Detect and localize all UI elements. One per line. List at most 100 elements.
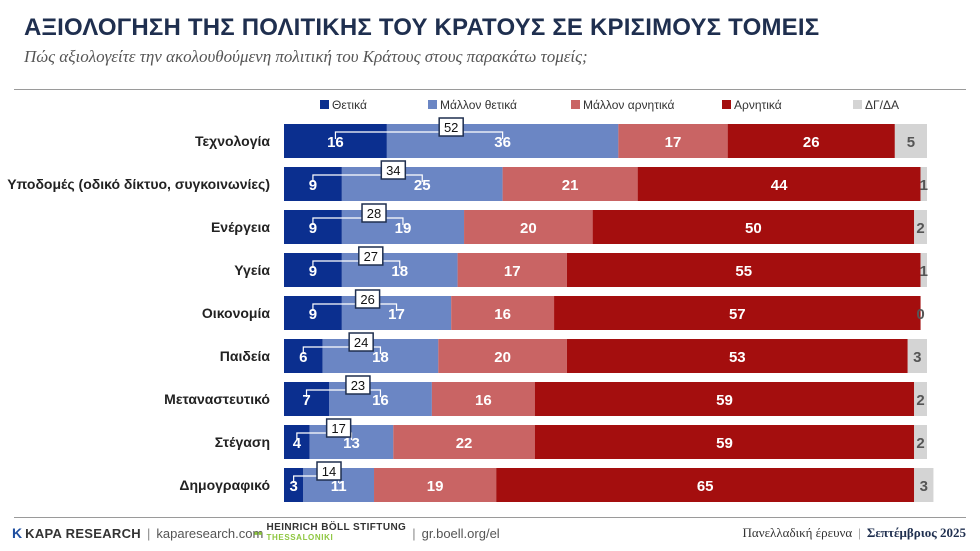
bar-segment [284,167,342,201]
boell-website-link[interactable]: gr.boell.org/el [421,525,500,541]
positive-total-bracket [312,260,401,268]
bar-segment [284,210,342,244]
positive-total-label: 17 [331,421,345,436]
bar-segment [534,425,915,459]
bar-segment [566,253,921,287]
bar-segment [341,167,503,201]
bar-segment [431,382,535,416]
data-label: 3 [913,349,921,366]
data-label: 53 [729,349,746,366]
positive-total-label: 27 [364,249,378,264]
data-label: 17 [504,263,521,280]
positive-total-label: 28 [367,206,381,221]
kapa-logo-icon: K [12,525,23,541]
category-label: Μεταναστευτικό [164,391,270,407]
data-label: 20 [520,220,537,237]
data-label: 3 [920,478,928,495]
positive-total-box [325,418,352,438]
data-label: 6 [299,349,307,366]
legend-swatch [722,100,731,109]
positive-total-box [345,375,371,395]
kapa-research-logo: K KAPA RESEARCH | kaparesearch.com [12,522,263,544]
data-label: 2 [916,435,924,452]
data-label: 1 [920,177,928,194]
data-label: 9 [309,220,317,237]
bar-segment [393,425,535,459]
legend-swatch [320,100,329,109]
bar-segment [284,339,323,373]
boell-foundation-logo: ▪▪ HEINRICH BÖLL STIFTUNG THESSALONIKI |… [254,522,500,544]
data-label: 36 [494,134,511,151]
top-divider [14,89,966,90]
bar-segment [309,425,394,459]
legend-swatch [571,100,580,109]
kapa-website-link[interactable]: kaparesearch.com [156,525,264,541]
data-label: 16 [327,134,344,151]
category-label: Υποδομές (οδικό δίκτυο, συγκοινωνίες) [7,176,270,192]
data-label: 18 [391,263,408,280]
positive-total-bracket [334,131,504,139]
bar-segment [920,253,927,287]
legend-label: ΔΓ/ΔΑ [865,98,899,112]
data-label: 9 [309,263,317,280]
data-label: 2 [916,220,924,237]
legend-swatch [428,100,437,109]
data-label: 57 [729,306,746,323]
chart-subtitle: Πώς αξιολογείτε την ακολουθούμενη πολιτι… [24,47,588,66]
boell-logo-icon: ▪▪ [254,526,263,540]
bar-segment [554,296,921,330]
category-label: Παιδεία [220,348,271,364]
bar-segment [914,425,927,459]
data-label: 65 [697,478,714,495]
data-label: 13 [343,435,360,452]
data-label: 26 [803,134,820,151]
positive-total-box [361,203,387,223]
kapa-logo-name: KAPA RESEARCH [25,525,141,541]
data-label: 16 [372,392,389,409]
data-label: 18 [372,349,389,366]
data-label: 16 [494,306,511,323]
data-label: 50 [745,220,762,237]
bar-segment [374,468,497,502]
data-label: 9 [309,177,317,194]
data-label: 21 [562,177,579,194]
bar-segment [438,339,567,373]
positive-total-label: 24 [354,335,368,350]
legend-label: Θετικά [332,98,367,112]
data-label: 4 [293,435,302,452]
positive-total-label: 14 [322,464,336,479]
footer-separator: | [412,525,416,541]
bar-segment [566,339,908,373]
positive-total-box [358,246,384,266]
data-label: 2 [916,392,924,409]
bar-segment [914,468,934,502]
category-label: Ενέργεια [211,219,270,235]
category-label: Οικονομία [202,305,270,321]
data-label: 0 [916,306,924,323]
bar-segment [284,253,342,287]
data-label: 3 [289,478,297,495]
bar-segment [592,210,915,244]
data-label: 17 [665,134,682,151]
bar-segment [618,124,728,158]
data-label: 59 [716,392,733,409]
bar-segment [464,210,593,244]
survey-info: Πανελλαδική έρευνα | Σεπτέμβριος 2025 [743,522,967,544]
footer-separator: | [146,525,151,541]
positive-total-bracket [312,174,423,182]
category-label: Τεχνολογία [195,133,270,149]
category-label: Δημογραφικό [179,477,270,493]
positive-total-box [380,160,407,180]
legend-label: Μάλλον θετικά [440,98,517,112]
survey-label: Πανελλαδική έρευνα [742,525,853,540]
positive-total-bracket [312,303,398,311]
positive-total-label: 52 [444,120,458,135]
data-label: 11 [331,478,347,495]
bar-segment [907,339,927,373]
bar-segment [284,124,387,158]
category-label: Υγεία [234,262,270,278]
boell-logo-name: HEINRICH BÖLL STIFTUNG [266,522,407,533]
bar-segment [894,124,927,158]
data-label: 9 [309,306,317,323]
positive-total-bracket [305,389,382,397]
